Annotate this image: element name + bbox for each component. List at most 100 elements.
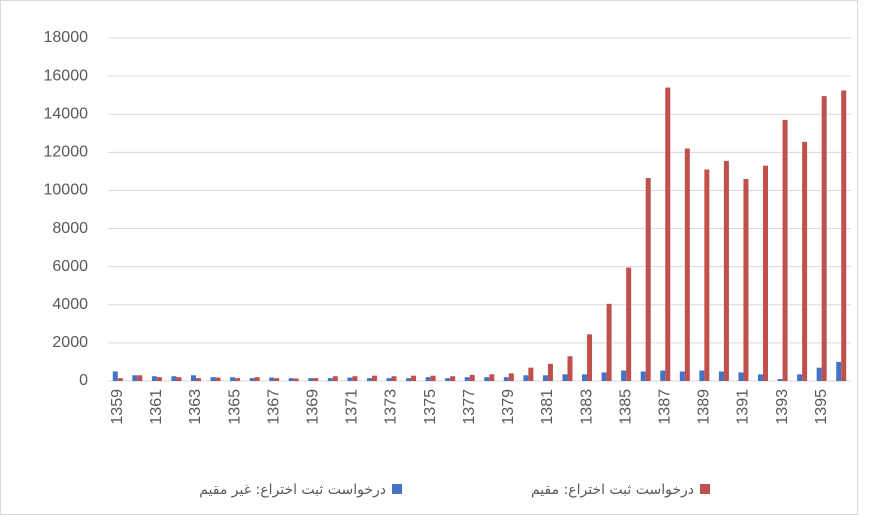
bar — [366, 378, 372, 381]
bar — [562, 374, 568, 381]
bar — [464, 377, 470, 381]
bar — [112, 371, 118, 381]
bar — [777, 379, 783, 381]
bar — [816, 367, 822, 381]
legend-swatch — [392, 484, 402, 494]
bar — [406, 378, 412, 381]
bar — [758, 374, 764, 381]
y-tick-label: 6000 — [52, 258, 88, 275]
bar — [542, 375, 548, 381]
bar — [117, 378, 123, 381]
x-tick-label: 1385 — [617, 389, 634, 425]
bar — [327, 378, 333, 381]
bar — [313, 378, 319, 381]
bar — [841, 90, 847, 382]
bar — [195, 378, 201, 381]
bar — [601, 372, 607, 381]
bar — [763, 165, 769, 381]
bar — [836, 361, 842, 381]
bar — [821, 96, 827, 381]
bar — [445, 378, 451, 381]
bar — [450, 376, 456, 381]
x-tick-label: 1383 — [578, 389, 595, 425]
x-tick-label: 1393 — [774, 389, 791, 425]
bar — [151, 376, 157, 381]
x-tick-label: 1395 — [813, 389, 830, 425]
bar — [660, 370, 666, 381]
bar — [743, 179, 749, 381]
x-tick-label: 1373 — [383, 389, 400, 425]
bar — [640, 371, 646, 381]
bar — [489, 374, 495, 381]
bar — [293, 378, 299, 381]
x-tick-label: 1367 — [265, 389, 282, 425]
bar — [352, 376, 358, 381]
bar — [249, 378, 255, 381]
chart-border — [0, 0, 858, 515]
bar — [484, 377, 490, 381]
bar — [156, 377, 162, 381]
bar — [210, 377, 216, 381]
bar — [425, 377, 431, 381]
y-tick-label: 12000 — [44, 144, 89, 161]
bar — [137, 375, 143, 381]
x-tick-label: 1359 — [109, 389, 126, 425]
bar — [391, 376, 397, 381]
bar — [386, 378, 392, 381]
bar — [176, 377, 182, 381]
bar — [665, 87, 671, 382]
bar — [171, 376, 177, 381]
bar — [132, 375, 138, 381]
bar — [723, 160, 729, 381]
bar — [587, 334, 593, 381]
bar — [582, 374, 588, 381]
bar — [235, 378, 241, 381]
x-tick-label: 1369 — [305, 389, 322, 425]
bar — [274, 378, 280, 381]
bar — [797, 374, 803, 381]
x-tick-label: 1361 — [148, 389, 165, 425]
bar — [332, 376, 338, 381]
x-tick-label: 1371 — [344, 389, 361, 425]
bar — [508, 373, 514, 381]
x-tick-label: 1363 — [187, 389, 204, 425]
x-tick-label: 1379 — [500, 389, 517, 425]
bar — [215, 377, 221, 381]
x-tick-label: 1389 — [696, 389, 713, 425]
x-tick-label: 1387 — [656, 389, 673, 425]
x-tick-label: 1375 — [422, 389, 439, 425]
x-tick-label: 1365 — [226, 389, 243, 425]
bar — [782, 119, 788, 381]
legend-label: درخواست ثبت اختراع: غیر مقیم — [199, 482, 386, 498]
bar — [269, 377, 275, 381]
y-tick-label: 2000 — [52, 334, 88, 351]
bar — [699, 370, 705, 381]
y-tick-label: 8000 — [52, 220, 88, 237]
bar — [645, 178, 651, 381]
bar — [254, 377, 260, 381]
y-tick-label: 16000 — [44, 67, 89, 84]
y-tick-label: 4000 — [52, 296, 88, 313]
bar — [371, 375, 377, 381]
bar — [679, 371, 685, 381]
bar — [347, 377, 353, 381]
bar — [626, 267, 632, 381]
bar — [411, 375, 417, 381]
x-tick-label: 1377 — [461, 389, 478, 425]
bar — [567, 356, 573, 381]
y-tick-label: 10000 — [44, 182, 89, 199]
bar — [621, 370, 627, 381]
bar — [802, 141, 808, 381]
bar — [606, 303, 612, 381]
bar — [523, 375, 529, 381]
legend-swatch — [700, 484, 710, 494]
y-tick-label: 14000 — [44, 105, 89, 122]
bar — [503, 377, 509, 381]
bar — [547, 363, 553, 381]
bar — [230, 377, 236, 381]
x-tick-label: 1381 — [539, 389, 556, 425]
x-tick-label: 1391 — [735, 389, 752, 425]
bar — [704, 169, 710, 381]
bar — [288, 378, 294, 381]
bar — [718, 371, 724, 381]
